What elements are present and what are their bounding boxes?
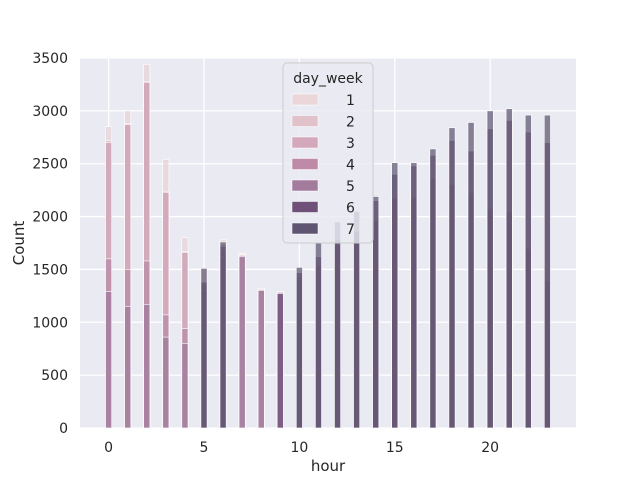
legend-title: day_week — [293, 71, 363, 87]
x-tick-label: 5 — [200, 440, 209, 456]
bar-day-7 — [334, 221, 341, 429]
x-tick-label: 15 — [386, 440, 404, 456]
bar-day-7 — [448, 127, 456, 429]
bar-day-5 — [105, 291, 113, 429]
y-tick-label: 0 — [59, 421, 68, 437]
bar-day-5 — [162, 336, 170, 429]
legend-label-2: 2 — [346, 115, 355, 131]
y-axis-title: Count — [10, 221, 28, 266]
bar-day-5 — [181, 343, 189, 429]
bar-day-7 — [524, 114, 532, 429]
bar-day-7 — [219, 241, 227, 429]
bar-day-7 — [505, 108, 513, 429]
legend-swatch-6 — [291, 201, 319, 213]
bar-day-5 — [143, 304, 151, 429]
legend-swatch-3 — [291, 136, 319, 149]
y-tick-label: 3500 — [32, 51, 68, 67]
bar-day-7 — [353, 210, 361, 429]
x-tick-label: 0 — [104, 440, 113, 456]
legend-label-5: 5 — [346, 179, 355, 195]
y-tick-label: 3000 — [32, 104, 68, 120]
y-axis-ticks: 0 500 1000 1500 2000 2500 3000 3500 — [32, 51, 68, 437]
legend-box — [282, 62, 374, 244]
y-tick-label: 2000 — [32, 210, 68, 226]
legend-swatch-4 — [291, 158, 319, 170]
bar-day-7 — [486, 110, 494, 429]
bar-day-7 — [410, 162, 418, 429]
y-tick-label: 1500 — [32, 262, 68, 278]
legend-label-4: 4 — [346, 158, 355, 174]
y-tick-label: 2500 — [32, 157, 68, 173]
legend-label-7: 7 — [346, 222, 355, 238]
bar-day-7 — [200, 268, 208, 429]
legend-swatch-2 — [291, 115, 319, 127]
bar-day-5 — [124, 306, 132, 429]
legend-items: 1 2 3 4 5 6 7 — [291, 93, 355, 238]
legend-swatch-5 — [291, 179, 319, 192]
y-tick-label: 500 — [41, 368, 68, 384]
bar-day-7 — [467, 122, 475, 429]
legend-swatch-1 — [291, 93, 319, 106]
x-tick-label: 10 — [290, 440, 308, 456]
bar-day-7 — [295, 267, 303, 429]
bar-day-5 — [257, 290, 265, 429]
bar-day-7 — [543, 114, 551, 429]
legend-label-6: 6 — [346, 201, 355, 217]
bars — [105, 64, 551, 429]
bar-day-6 — [276, 293, 284, 429]
x-axis-title: hour — [311, 457, 346, 475]
bar-day-5 — [238, 256, 246, 429]
x-axis-ticks: 0 5 10 15 20 — [104, 440, 499, 456]
legend: day_week 1 2 3 4 5 6 7 — [282, 62, 374, 244]
legend-label-1: 1 — [346, 93, 355, 109]
legend-label-3: 3 — [346, 136, 355, 152]
bar-day-7 — [429, 148, 437, 429]
bar-day-7 — [315, 242, 322, 429]
bar-day-7 — [372, 196, 380, 429]
bar-day-7 — [391, 162, 399, 429]
legend-swatch-7 — [291, 222, 319, 235]
y-tick-label: 1000 — [32, 315, 68, 331]
x-tick-label: 20 — [481, 440, 499, 456]
